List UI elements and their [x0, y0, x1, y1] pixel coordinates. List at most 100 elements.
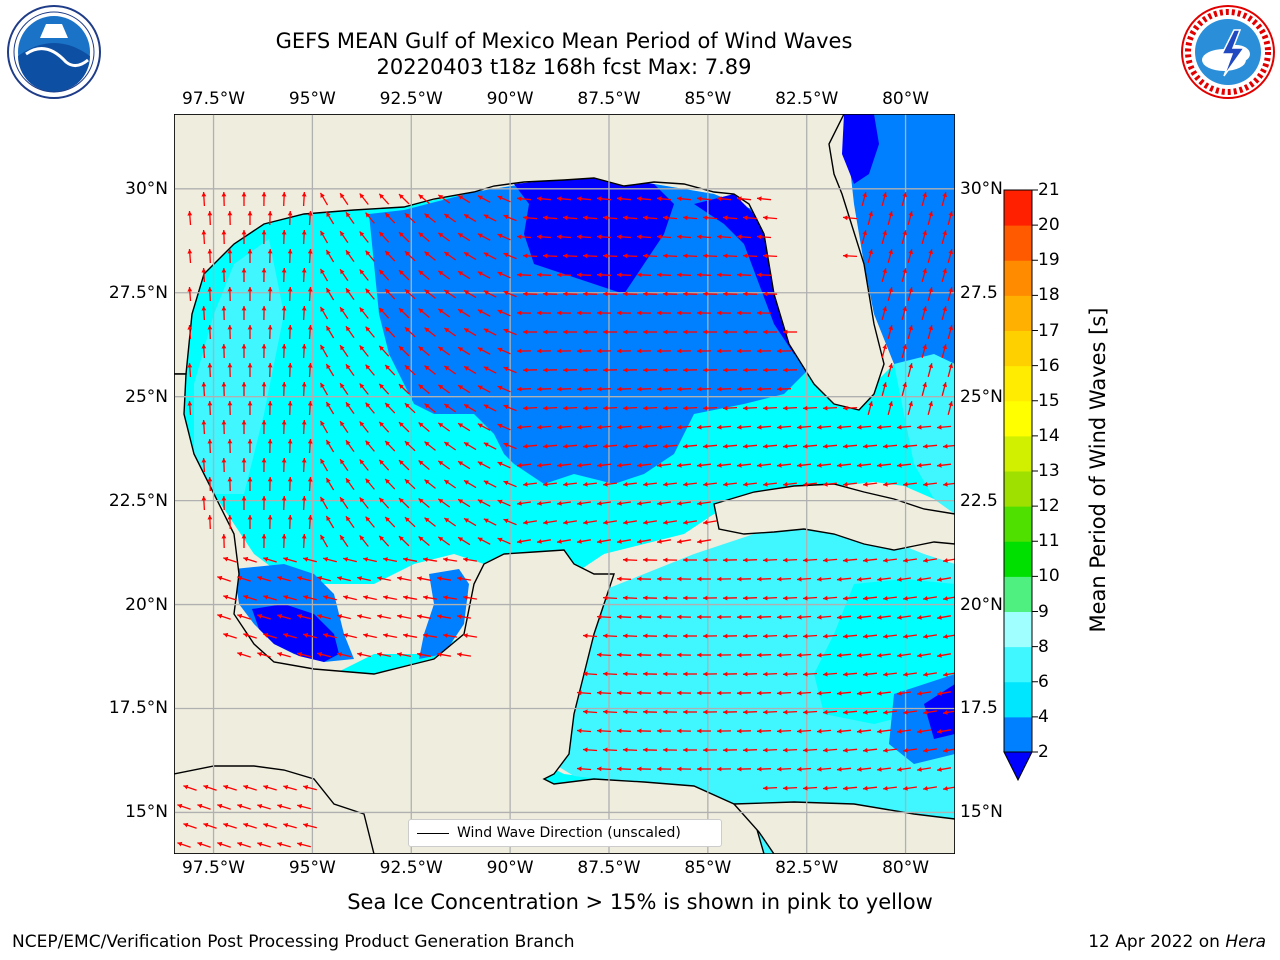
wave-direction-arrowhead [763, 595, 768, 601]
wave-direction-arrowhead [326, 326, 331, 331]
wave-direction-arrowhead [683, 709, 688, 715]
wave-direction-arrowhead [703, 367, 708, 373]
wave-direction-arrowhead [817, 652, 822, 658]
wave-direction-arrowhead [483, 480, 489, 485]
wave-direction-arrowhead [227, 249, 233, 254]
wave-direction-arrowhead [385, 326, 390, 332]
wave-direction-arrowhead [803, 595, 808, 601]
wave-direction-arrowhead [937, 767, 942, 772]
wave-direction-arrowhead [663, 405, 668, 411]
wave-direction-arrowhead [657, 652, 662, 658]
colorbar-level-label: 16 [1038, 355, 1060, 376]
wave-direction-arrowhead [697, 348, 702, 354]
wave-direction-arrowhead [404, 251, 410, 256]
wave-direction-arrowhead [523, 291, 528, 297]
wave-direction-arrowhead [917, 462, 922, 468]
wave-direction-arrowhead [677, 501, 682, 506]
wave-direction-arrowhead [247, 363, 253, 368]
wave-direction-arrowhead [723, 557, 728, 563]
wave-direction-arrowhead [757, 272, 762, 278]
wave-direction-arrowhead [303, 785, 309, 790]
lat-tick-right: 22.5 [960, 490, 998, 511]
wave-direction-arrowhead [697, 501, 702, 506]
wave-direction-arrowhead [365, 250, 371, 256]
wave-direction-arrowhead [717, 652, 722, 658]
wave-direction-arrowhead [503, 404, 509, 410]
wave-direction-arrowhead [843, 253, 848, 259]
wave-direction-arrowhead [948, 325, 953, 331]
wave-direction-arrowhead [763, 291, 768, 297]
wave-direction-arrowhead [477, 385, 483, 390]
wave-direction-arrowhead [241, 458, 247, 463]
wave-direction-arrowhead [902, 268, 907, 274]
wave-direction-arrowhead [643, 367, 648, 373]
wave-direction-arrowhead [677, 576, 682, 582]
wave-direction-arrowhead [237, 613, 243, 619]
colorbar-level-label: 2 [1038, 742, 1049, 762]
wave-direction-arrowhead [617, 348, 622, 354]
wave-direction-arrowhead [340, 535, 345, 541]
wave-direction-arrowhead [523, 329, 528, 335]
wave-direction-arrowhead [187, 401, 193, 406]
wave-direction-arrowhead [637, 766, 642, 772]
wave-direction-arrowhead [643, 443, 648, 449]
wave-direction-arrowhead [737, 310, 742, 316]
wave-direction-arrowhead [257, 652, 263, 657]
wave-direction-arrowhead [697, 234, 702, 240]
wave-direction-arrowhead [948, 401, 953, 407]
wave-direction-arrowhead [888, 287, 893, 293]
colorbar-level-label: 10 [1038, 566, 1060, 587]
colorbar-segment [1004, 646, 1032, 683]
wave-direction-arrowhead [483, 518, 489, 523]
wave-direction-arrowhead [337, 614, 342, 619]
wave-direction-arrowhead [597, 196, 602, 202]
wave-direction-arrowhead [757, 462, 762, 468]
wave-direction-arrowhead [267, 363, 273, 368]
wave-direction-arrowhead [497, 499, 503, 505]
wave-direction-arrowhead [177, 841, 183, 847]
colorbar-segment [1004, 330, 1032, 367]
wave-direction-arrowhead [857, 462, 862, 468]
wave-direction-arrowhead [837, 614, 842, 620]
wave-direction-arrowhead [817, 614, 822, 620]
wave-direction-arrowhead [267, 325, 273, 330]
wave-direction-arrowhead [424, 327, 430, 333]
wave-direction-arrowhead [187, 325, 193, 330]
wave-direction-arrowhead [403, 633, 408, 638]
wave-direction-arrowhead [937, 424, 942, 430]
wave-direction-arrowhead [737, 614, 742, 620]
wave-direction-arrowhead [743, 443, 748, 449]
wave-direction-arrowhead [577, 766, 582, 772]
wave-direction-arrowhead [902, 230, 907, 236]
wave-direction-arrowhead [763, 405, 768, 411]
wave-direction-arrowhead [577, 462, 582, 468]
wave-direction-arrowhead [281, 534, 287, 539]
wave-direction-arrowhead [843, 785, 848, 791]
wave-direction-arrowhead [677, 462, 682, 468]
wave-direction-arrowhead [417, 614, 422, 619]
wave-direction-arrowhead [320, 496, 325, 502]
wave-direction-arrowhead [737, 728, 742, 734]
wave-direction-arrowhead [287, 249, 293, 254]
wave-direction-arrowhead [637, 652, 642, 658]
wave-direction-arrowhead [438, 384, 444, 390]
wave-direction-arrowhead [503, 214, 509, 220]
wave-direction-arrowhead [221, 382, 227, 387]
lon-tick-bottom: 92.5°W [379, 858, 443, 878]
wave-direction-arrowhead [723, 595, 728, 601]
colorbar-segment [1004, 681, 1032, 718]
wave-direction-arrowhead [637, 614, 642, 620]
wave-direction-arrowhead [703, 481, 708, 487]
wave-direction-arrowhead [923, 786, 928, 791]
wave-direction-arrowhead [737, 272, 742, 278]
wave-direction-arrowhead [897, 462, 902, 468]
wave-direction-arrowhead [379, 269, 384, 275]
wave-direction-arrowhead [517, 348, 522, 354]
wave-direction-arrowhead [897, 577, 902, 582]
wave-direction-arrowhead [903, 596, 908, 601]
wave-direction-arrowhead [227, 477, 233, 482]
wave-direction-arrowhead [397, 576, 402, 581]
wind-wave-direction-arrows [177, 191, 955, 848]
wave-direction-arrowhead [483, 290, 489, 295]
wave-direction-arrowhead [365, 288, 371, 294]
